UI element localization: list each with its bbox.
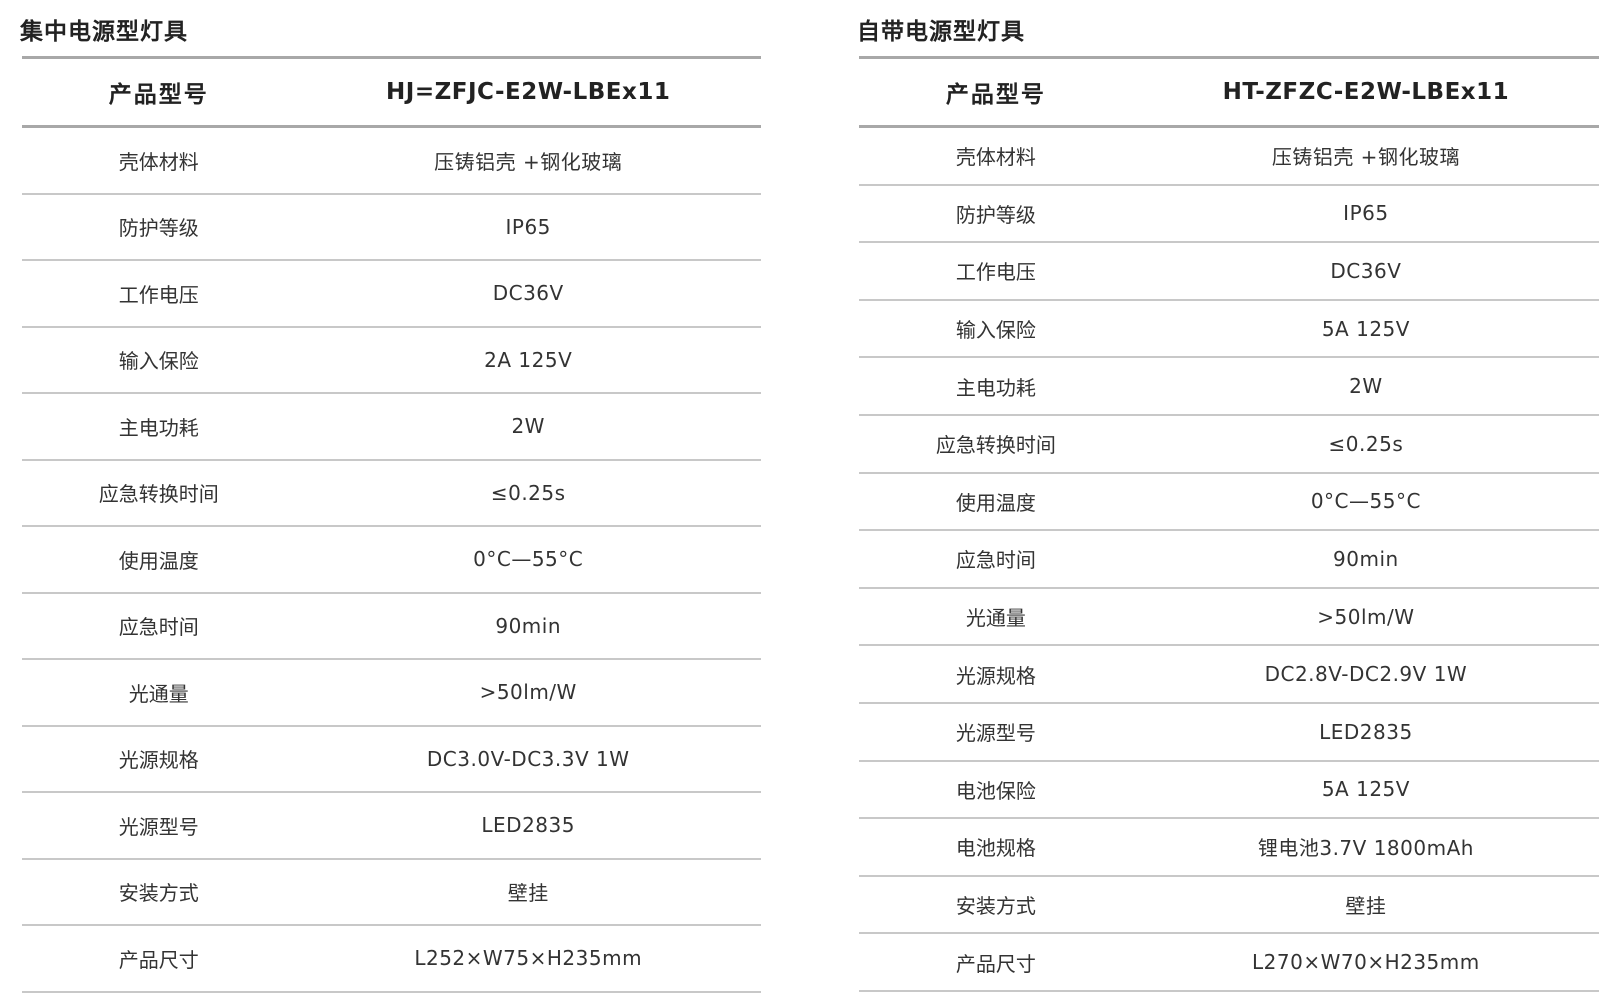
- table-row: 防护等级 IP65: [859, 186, 1599, 244]
- table-row: 应急时间 90min: [22, 594, 761, 660]
- header-label: 产品型号: [945, 82, 1046, 108]
- table-row: 应急时间 90min: [859, 531, 1599, 589]
- header-value: HT-ZFZC-E2W-LBEx11: [1222, 79, 1510, 105]
- spec-value: L270×W70×H235mm: [1252, 950, 1480, 975]
- header-label: 产品型号: [108, 82, 209, 108]
- table-row: 安装方式 壁挂: [859, 877, 1599, 935]
- spec-label: 输入保险: [955, 318, 1036, 343]
- table-row: 壳体材料 压铸铝壳 +钢化玻璃: [859, 128, 1599, 186]
- spec-value: 2A 125V: [484, 347, 573, 372]
- table-row: 光通量 >50lm/W: [859, 589, 1599, 647]
- table-row: 安装方式 壁挂: [22, 860, 761, 926]
- spec-value: 5A 125V: [1321, 777, 1410, 802]
- spec-table: 产品型号 HT-ZFZC-E2W-LBEx11 壳体材料 压铸铝壳 +钢化玻璃防护…: [859, 56, 1599, 992]
- spec-label: 应急转换时间: [935, 433, 1056, 458]
- spec-value: LED2835: [481, 813, 575, 838]
- spec-label: 产品尺寸: [118, 947, 199, 972]
- spec-label: 光源型号: [118, 814, 199, 839]
- panel-title: 集中电源型灯具: [20, 19, 188, 45]
- spec-value: L252×W75×H235mm: [414, 946, 643, 971]
- spec-value: 压铸铝壳 +钢化玻璃: [1271, 145, 1460, 170]
- table-row: 应急转换时间 ≤0.25s: [859, 416, 1599, 474]
- table-row: 光源型号 LED2835: [22, 793, 761, 860]
- spec-label: 应急时间: [955, 548, 1036, 573]
- spec-value: 0°C—55°C: [1310, 489, 1421, 514]
- spec-value: 壁挂: [507, 881, 549, 906]
- spec-label: 主电功耗: [118, 415, 199, 440]
- table-row: 主电功耗 2W: [859, 358, 1599, 416]
- spec-value: DC36V: [492, 281, 564, 306]
- table-row: 输入保险 2A 125V: [22, 328, 761, 394]
- spec-table: 产品型号 HJ=ZFJC-E2W-LBEx11 壳体材料 压铸铝壳 +钢化玻璃防护…: [22, 56, 761, 993]
- spec-label: 防护等级: [118, 216, 199, 241]
- spec-label: 输入保险: [118, 349, 199, 374]
- spec-value: 2W: [1349, 374, 1383, 399]
- table-row: 工作电压 DC36V: [22, 261, 761, 328]
- spec-value: 5A 125V: [1321, 316, 1410, 341]
- table-row: 产品尺寸 L252×W75×H235mm: [22, 926, 761, 993]
- spec-value: 90min: [1333, 546, 1399, 571]
- spec-label: 光通量: [965, 606, 1026, 631]
- spec-label: 安装方式: [118, 881, 199, 906]
- table-row: 使用温度 0°C—55°C: [22, 527, 761, 594]
- spec-value: ≤0.25s: [490, 480, 566, 505]
- spec-value: 2W: [511, 414, 545, 439]
- spec-value: DC3.0V-DC3.3V 1W: [426, 746, 630, 771]
- table-row: 壳体材料 压铸铝壳 +钢化玻璃: [22, 128, 761, 195]
- spec-label: 应急转换时间: [98, 482, 219, 507]
- spec-label: 光通量: [128, 681, 189, 706]
- spec-value: ≤0.25s: [1328, 431, 1404, 456]
- table-header-row: 产品型号 HT-ZFZC-E2W-LBEx11: [859, 59, 1599, 128]
- table-row: 输入保险 5A 125V: [859, 301, 1599, 359]
- spec-value: 90min: [495, 613, 562, 638]
- spec-label: 主电功耗: [955, 375, 1036, 400]
- spec-label: 光源规格: [118, 748, 199, 773]
- spec-label: 光源型号: [955, 721, 1036, 746]
- table-row: 光源规格 DC3.0V-DC3.3V 1W: [22, 727, 761, 793]
- spec-value: DC2.8V-DC2.9V 1W: [1264, 662, 1468, 687]
- table-row: 使用温度 0°C—55°C: [859, 474, 1599, 532]
- spec-label: 产品尺寸: [955, 951, 1036, 976]
- spec-value: >50lm/W: [1317, 604, 1415, 629]
- table-row: 光通量 >50lm/W: [22, 660, 761, 727]
- spec-label: 壳体材料: [955, 145, 1036, 170]
- table-header-row: 产品型号 HJ=ZFJC-E2W-LBEx11: [22, 59, 761, 128]
- table-row: 应急转换时间 ≤0.25s: [22, 461, 761, 527]
- table-row: 光源型号 LED2835: [859, 704, 1599, 762]
- spec-label: 使用温度: [955, 490, 1036, 515]
- table-row: 产品尺寸 L270×W70×H235mm: [859, 934, 1599, 992]
- spec-value: 0°C—55°C: [473, 547, 584, 572]
- spec-label: 电池规格: [955, 836, 1036, 861]
- spec-label: 使用温度: [118, 548, 199, 573]
- table-row: 电池保险 5A 125V: [859, 762, 1599, 820]
- table-row: 防护等级 IP65: [22, 195, 761, 261]
- spec-value: >50lm/W: [479, 680, 577, 705]
- table-row: 光源规格 DC2.8V-DC2.9V 1W: [859, 646, 1599, 704]
- spec-value: LED2835: [1319, 719, 1413, 744]
- spec-label: 防护等级: [955, 202, 1036, 227]
- spec-label: 光源规格: [955, 663, 1036, 688]
- panel-title: 自带电源型灯具: [857, 19, 1025, 45]
- header-value: HJ=ZFJC-E2W-LBEx11: [386, 79, 671, 105]
- spec-label: 安装方式: [955, 894, 1036, 919]
- spec-label: 应急时间: [118, 615, 199, 640]
- spec-label: 工作电压: [118, 282, 199, 307]
- spec-value: 压铸铝壳 +钢化玻璃: [434, 149, 623, 174]
- spec-value: 壁挂: [1345, 894, 1387, 919]
- table-row: 工作电压 DC36V: [859, 243, 1599, 301]
- spec-label: 壳体材料: [118, 149, 199, 174]
- spec-value: DC36V: [1330, 258, 1402, 283]
- spec-value: IP65: [505, 214, 551, 239]
- table-row: 电池规格 锂电池3.7V 1800mAh: [859, 819, 1599, 877]
- table-row: 主电功耗 2W: [22, 394, 761, 461]
- spec-value: 锂电池3.7V 1800mAh: [1257, 836, 1474, 861]
- spec-label: 工作电压: [955, 260, 1036, 285]
- spec-label: 电池保险: [955, 778, 1036, 803]
- spec-value: IP65: [1343, 201, 1389, 226]
